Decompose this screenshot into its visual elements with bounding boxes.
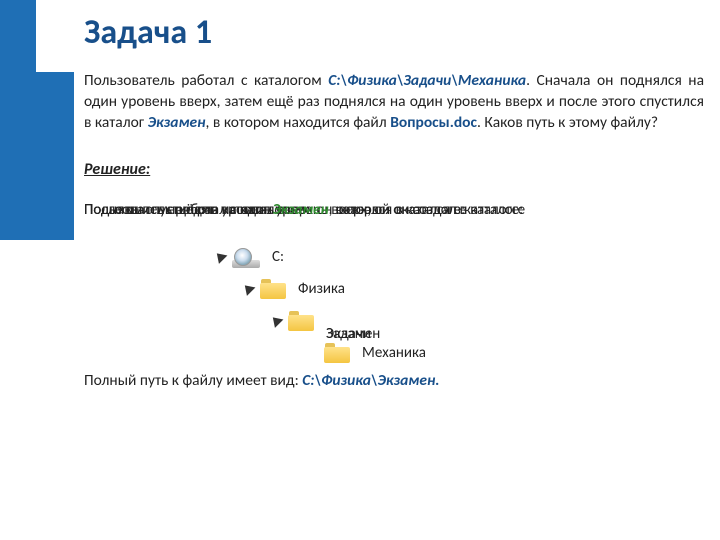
problem-text: Пользователь работал с каталогом C:\Физи…	[84, 71, 704, 134]
sidebar-stripe-outer	[0, 0, 36, 240]
step-4: После он спустился в каталог Экзамен, ко…	[84, 201, 525, 219]
step-4-post: , который он создал в каталоге	[329, 201, 526, 219]
answer-pre: Полный путь к файлу имеет вид:	[84, 371, 302, 390]
problem-file: Вопросы.doc	[390, 113, 477, 132]
tree-row-mechanics: Механика	[324, 337, 704, 369]
tree-row-physics: Физика	[242, 273, 704, 305]
folder-icon	[260, 279, 286, 299]
expand-triangle-icon	[241, 281, 256, 296]
problem-tail: . Каков путь к этому файлу?	[477, 113, 658, 132]
answer-line: Полный путь к файлу имеет вид: C:\Физика…	[84, 371, 704, 390]
tree-row-tasks-exam: Задачи Экзамен	[270, 305, 704, 337]
step-4-pre: После он спустился в каталог	[84, 201, 273, 219]
tree-label-drive: C:	[272, 248, 284, 266]
tree-label-mechanics: Механика	[362, 344, 426, 362]
folder-icon	[324, 343, 350, 363]
step-4-green: Экзамен	[273, 201, 329, 219]
expand-triangle-icon	[269, 313, 284, 328]
drive-icon	[232, 246, 260, 268]
problem-line1: Пользователь работал с каталогом	[84, 71, 322, 90]
answer-path: C:\Физика\Экзамен.	[302, 371, 439, 390]
problem-exam: Экзамен	[148, 113, 206, 132]
problem-mid-b: , в котором находится файл	[206, 113, 391, 132]
problem-path: C:\Физика\Задачи\Механика	[328, 71, 526, 90]
slide-title: Задача 1	[84, 12, 704, 53]
overlapping-solution-steps: Пользователь работал с каталогом Поднявш…	[84, 201, 704, 223]
tree-label-physics: Физика	[298, 280, 345, 298]
tree-label-tasks-exam: Задачи Экзамен	[326, 312, 406, 330]
sidebar-stripe-inner	[36, 72, 74, 240]
slide-content: Задача 1 Пользователь работал с каталого…	[84, 12, 704, 390]
folder-tree: C: Физика Задачи Экзамен Механика	[214, 241, 704, 369]
solution-label: Решение:	[84, 160, 704, 179]
expand-triangle-icon	[213, 249, 228, 264]
folder-icon	[288, 311, 314, 331]
tree-row-drive: C:	[214, 241, 704, 273]
